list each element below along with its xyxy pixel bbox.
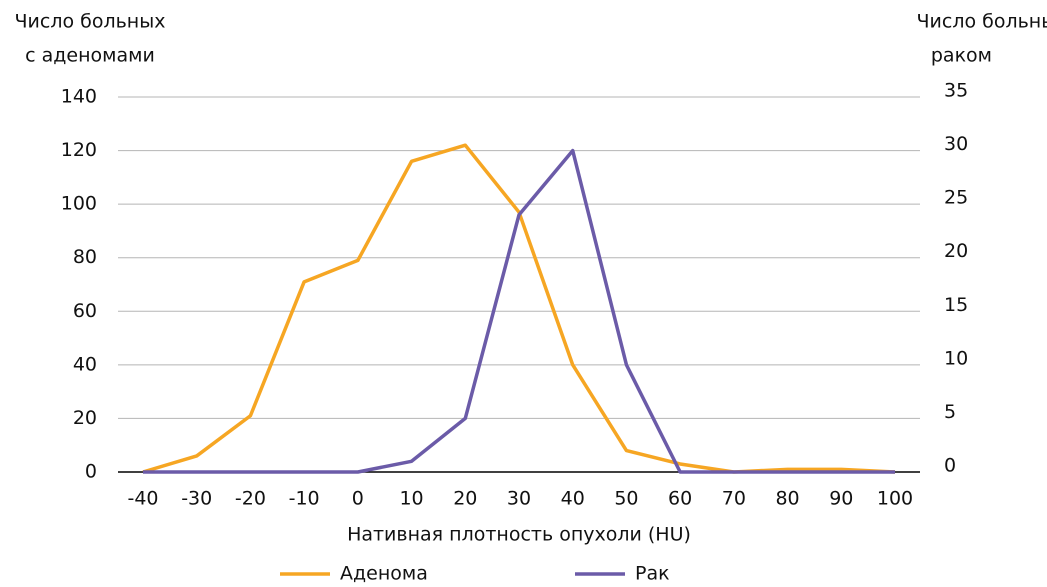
x-tick-label: -10 xyxy=(289,488,320,510)
y2-tick-label: 5 xyxy=(944,401,956,423)
x-tick-label: 60 xyxy=(668,488,692,510)
y-axis-label: с аденомами xyxy=(25,45,155,67)
y-tick-label: 120 xyxy=(61,139,97,161)
y2-axis-label: Число больных xyxy=(917,11,1047,33)
y2-axis-label: раком xyxy=(931,45,992,67)
series-line xyxy=(142,143,896,474)
y2-tick-label: 10 xyxy=(944,347,968,369)
x-tick-label: 10 xyxy=(399,488,423,510)
y2-tick-label: 35 xyxy=(944,80,968,102)
y2-tick-label: 25 xyxy=(944,187,968,209)
x-tick-label: -30 xyxy=(181,488,212,510)
y2-tick-label: 15 xyxy=(944,294,968,316)
x-tick-label: -20 xyxy=(235,488,266,510)
y-tick-label: 140 xyxy=(61,86,97,108)
y-axis-label: Число больных xyxy=(15,11,166,33)
x-tick-label: 0 xyxy=(352,488,364,510)
y2-tick-label: 20 xyxy=(944,240,968,262)
y2-tick-label: 0 xyxy=(944,455,956,477)
y-tick-label: 0 xyxy=(85,461,97,483)
x-tick-label: 100 xyxy=(877,488,913,510)
x-tick-label: -40 xyxy=(127,488,158,510)
series-line xyxy=(143,148,895,474)
legend-label: Рак xyxy=(635,563,670,585)
x-tick-label: 90 xyxy=(829,488,853,510)
x-tick-label: 70 xyxy=(722,488,746,510)
y-tick-label: 80 xyxy=(73,246,97,268)
y2-tick-label: 30 xyxy=(944,133,968,155)
x-axis-label: Нативная плотность опухоли (HU) xyxy=(347,524,691,546)
y-tick-label: 100 xyxy=(61,193,97,215)
x-tick-label: 40 xyxy=(561,488,585,510)
x-tick-label: 30 xyxy=(507,488,531,510)
y-tick-label: 60 xyxy=(73,300,97,322)
y-tick-label: 40 xyxy=(73,353,97,375)
x-tick-label: 20 xyxy=(453,488,477,510)
x-tick-label: 50 xyxy=(614,488,638,510)
legend-label: Аденома xyxy=(340,563,428,585)
x-tick-label: 80 xyxy=(775,488,799,510)
y-tick-label: 20 xyxy=(73,407,97,429)
